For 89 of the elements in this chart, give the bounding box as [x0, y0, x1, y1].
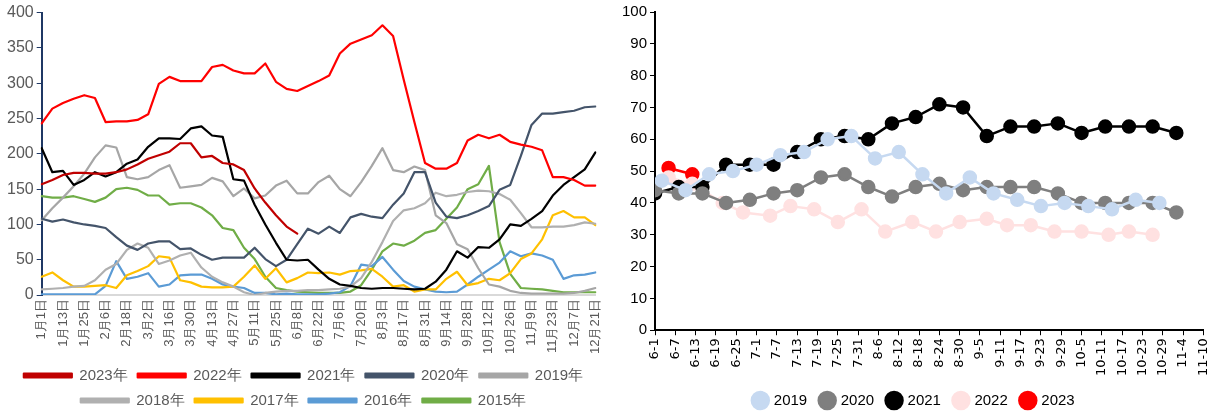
y-tick-label: 10 [630, 288, 648, 306]
x-tick-label: 6-13 [687, 338, 703, 368]
x-tick-label: 2月6日 [97, 299, 113, 340]
x-tick-label: 8-30 [951, 338, 967, 368]
legend-label: 2020 [840, 390, 875, 408]
y-tick-label: 100 [6, 214, 34, 232]
x-tick-label: 8-6 [869, 338, 885, 360]
legend-label: 2016年 [364, 390, 413, 408]
y-tick-label: 150 [6, 179, 34, 197]
legend-label: 2019 [773, 390, 808, 408]
x-tick-label: 11月23日 [544, 299, 560, 354]
x-tick-label: 6-25 [727, 338, 743, 368]
x-tick-label: 9月14日 [437, 299, 453, 347]
legend-label: 2023年 [79, 365, 128, 383]
x-tick-label: 1月25日 [75, 299, 91, 347]
x-tick-label: 4月27日 [224, 299, 240, 347]
x-tick-label: 9-23 [1032, 338, 1048, 368]
x-tick-label: 11-4 [1174, 338, 1190, 368]
x-tick-label: 11月9日 [523, 299, 539, 346]
x-tick-label: 3月16日 [161, 299, 177, 347]
y-tick-label: 80 [630, 65, 648, 83]
x-tick-label: 6月8日 [288, 299, 304, 340]
x-tick-label: 2月18日 [118, 299, 134, 347]
x-tick-label: 10月12日 [480, 299, 496, 354]
y-tick-label: 40 [630, 193, 648, 211]
legend-label: 2019年 [534, 365, 584, 383]
legend-label: 2022年 [193, 365, 242, 383]
x-tick-label: 8月3日 [374, 299, 390, 340]
y-tick-label: 0 [638, 320, 648, 338]
legend-label: 2023 [1041, 390, 1075, 408]
y-tick-label: 90 [630, 33, 648, 51]
x-tick-label: 9-29 [1052, 338, 1068, 368]
y-tick-label: 350 [6, 38, 34, 56]
legend-label: 2022 [974, 390, 1008, 408]
x-tick-label: 9-11 [991, 338, 1007, 368]
x-tick-label: 7月20日 [352, 299, 368, 347]
x-tick-label: 8月17日 [395, 299, 411, 347]
x-tick-label: 8-12 [890, 338, 906, 368]
x-tick-label: 8-18 [910, 338, 926, 368]
legend-label: 2021 [907, 390, 941, 408]
legend-label: 2020年 [420, 365, 470, 383]
y-tick-label: 300 [6, 73, 34, 91]
y-tick-label: 0 [24, 285, 34, 303]
x-tick-label: 9-17 [1011, 338, 1027, 368]
y-tick-label: 50 [630, 161, 648, 179]
x-tick-label: 1月13日 [54, 299, 70, 347]
y-tick-label: 70 [630, 97, 648, 115]
x-tick-label: 7-31 [849, 338, 865, 368]
x-tick-label: 10-23 [1133, 338, 1149, 377]
x-tick-label: 10-11 [1093, 338, 1109, 377]
legend-label: 2021年 [307, 365, 356, 383]
y-tick-label: 30 [630, 224, 648, 242]
x-tick-label: 5月11日 [246, 299, 262, 346]
x-tick-label: 8-24 [930, 338, 946, 368]
x-tick-label: 9月28日 [459, 299, 475, 347]
x-tick-label: 10月26日 [501, 299, 517, 354]
x-tick-label: 5月25日 [267, 299, 283, 347]
x-tick-label: 6月22日 [310, 299, 326, 347]
x-tick-label: 11-10 [1194, 338, 1210, 377]
x-tick-label: 7-13 [788, 338, 804, 368]
x-tick-label: 10-29 [1154, 338, 1170, 377]
legend-label: 2018年 [136, 390, 185, 408]
y-tick-label: 200 [6, 144, 34, 162]
x-tick-label: 7-1 [747, 338, 763, 360]
x-tick-label: 7月6日 [331, 299, 347, 340]
x-tick-label: 12月7日 [565, 299, 581, 347]
x-tick-label: 7-7 [768, 338, 784, 360]
x-tick-label: 6-1 [646, 338, 662, 360]
x-tick-label: 1月1日 [33, 299, 49, 340]
x-tick-label: 6-19 [707, 338, 723, 368]
y-tick-label: 400 [6, 3, 34, 21]
x-tick-label: 7-19 [808, 338, 824, 368]
y-tick-label: 20 [630, 256, 648, 274]
y-tick-label: 100 [622, 2, 648, 20]
x-tick-label: 8月31日 [416, 299, 432, 347]
x-tick-label: 6-7 [666, 338, 682, 360]
y-tick-label: 50 [15, 250, 34, 268]
y-tick-label: 60 [630, 129, 648, 147]
x-tick-label: 10-5 [1072, 338, 1088, 368]
legend-label: 2017年 [250, 390, 299, 408]
y-tick-label: 250 [6, 108, 34, 126]
x-tick-label: 7-25 [829, 338, 845, 368]
x-tick-label: 9-5 [971, 338, 987, 360]
legend-label: 2015年 [477, 390, 527, 408]
x-tick-label: 10-17 [1113, 338, 1129, 377]
x-tick-label: 4月13日 [203, 299, 219, 347]
x-tick-label: 12月21日 [586, 299, 602, 354]
x-tick-label: 3月30日 [182, 299, 198, 347]
x-tick-label: 3月2日 [139, 299, 155, 340]
